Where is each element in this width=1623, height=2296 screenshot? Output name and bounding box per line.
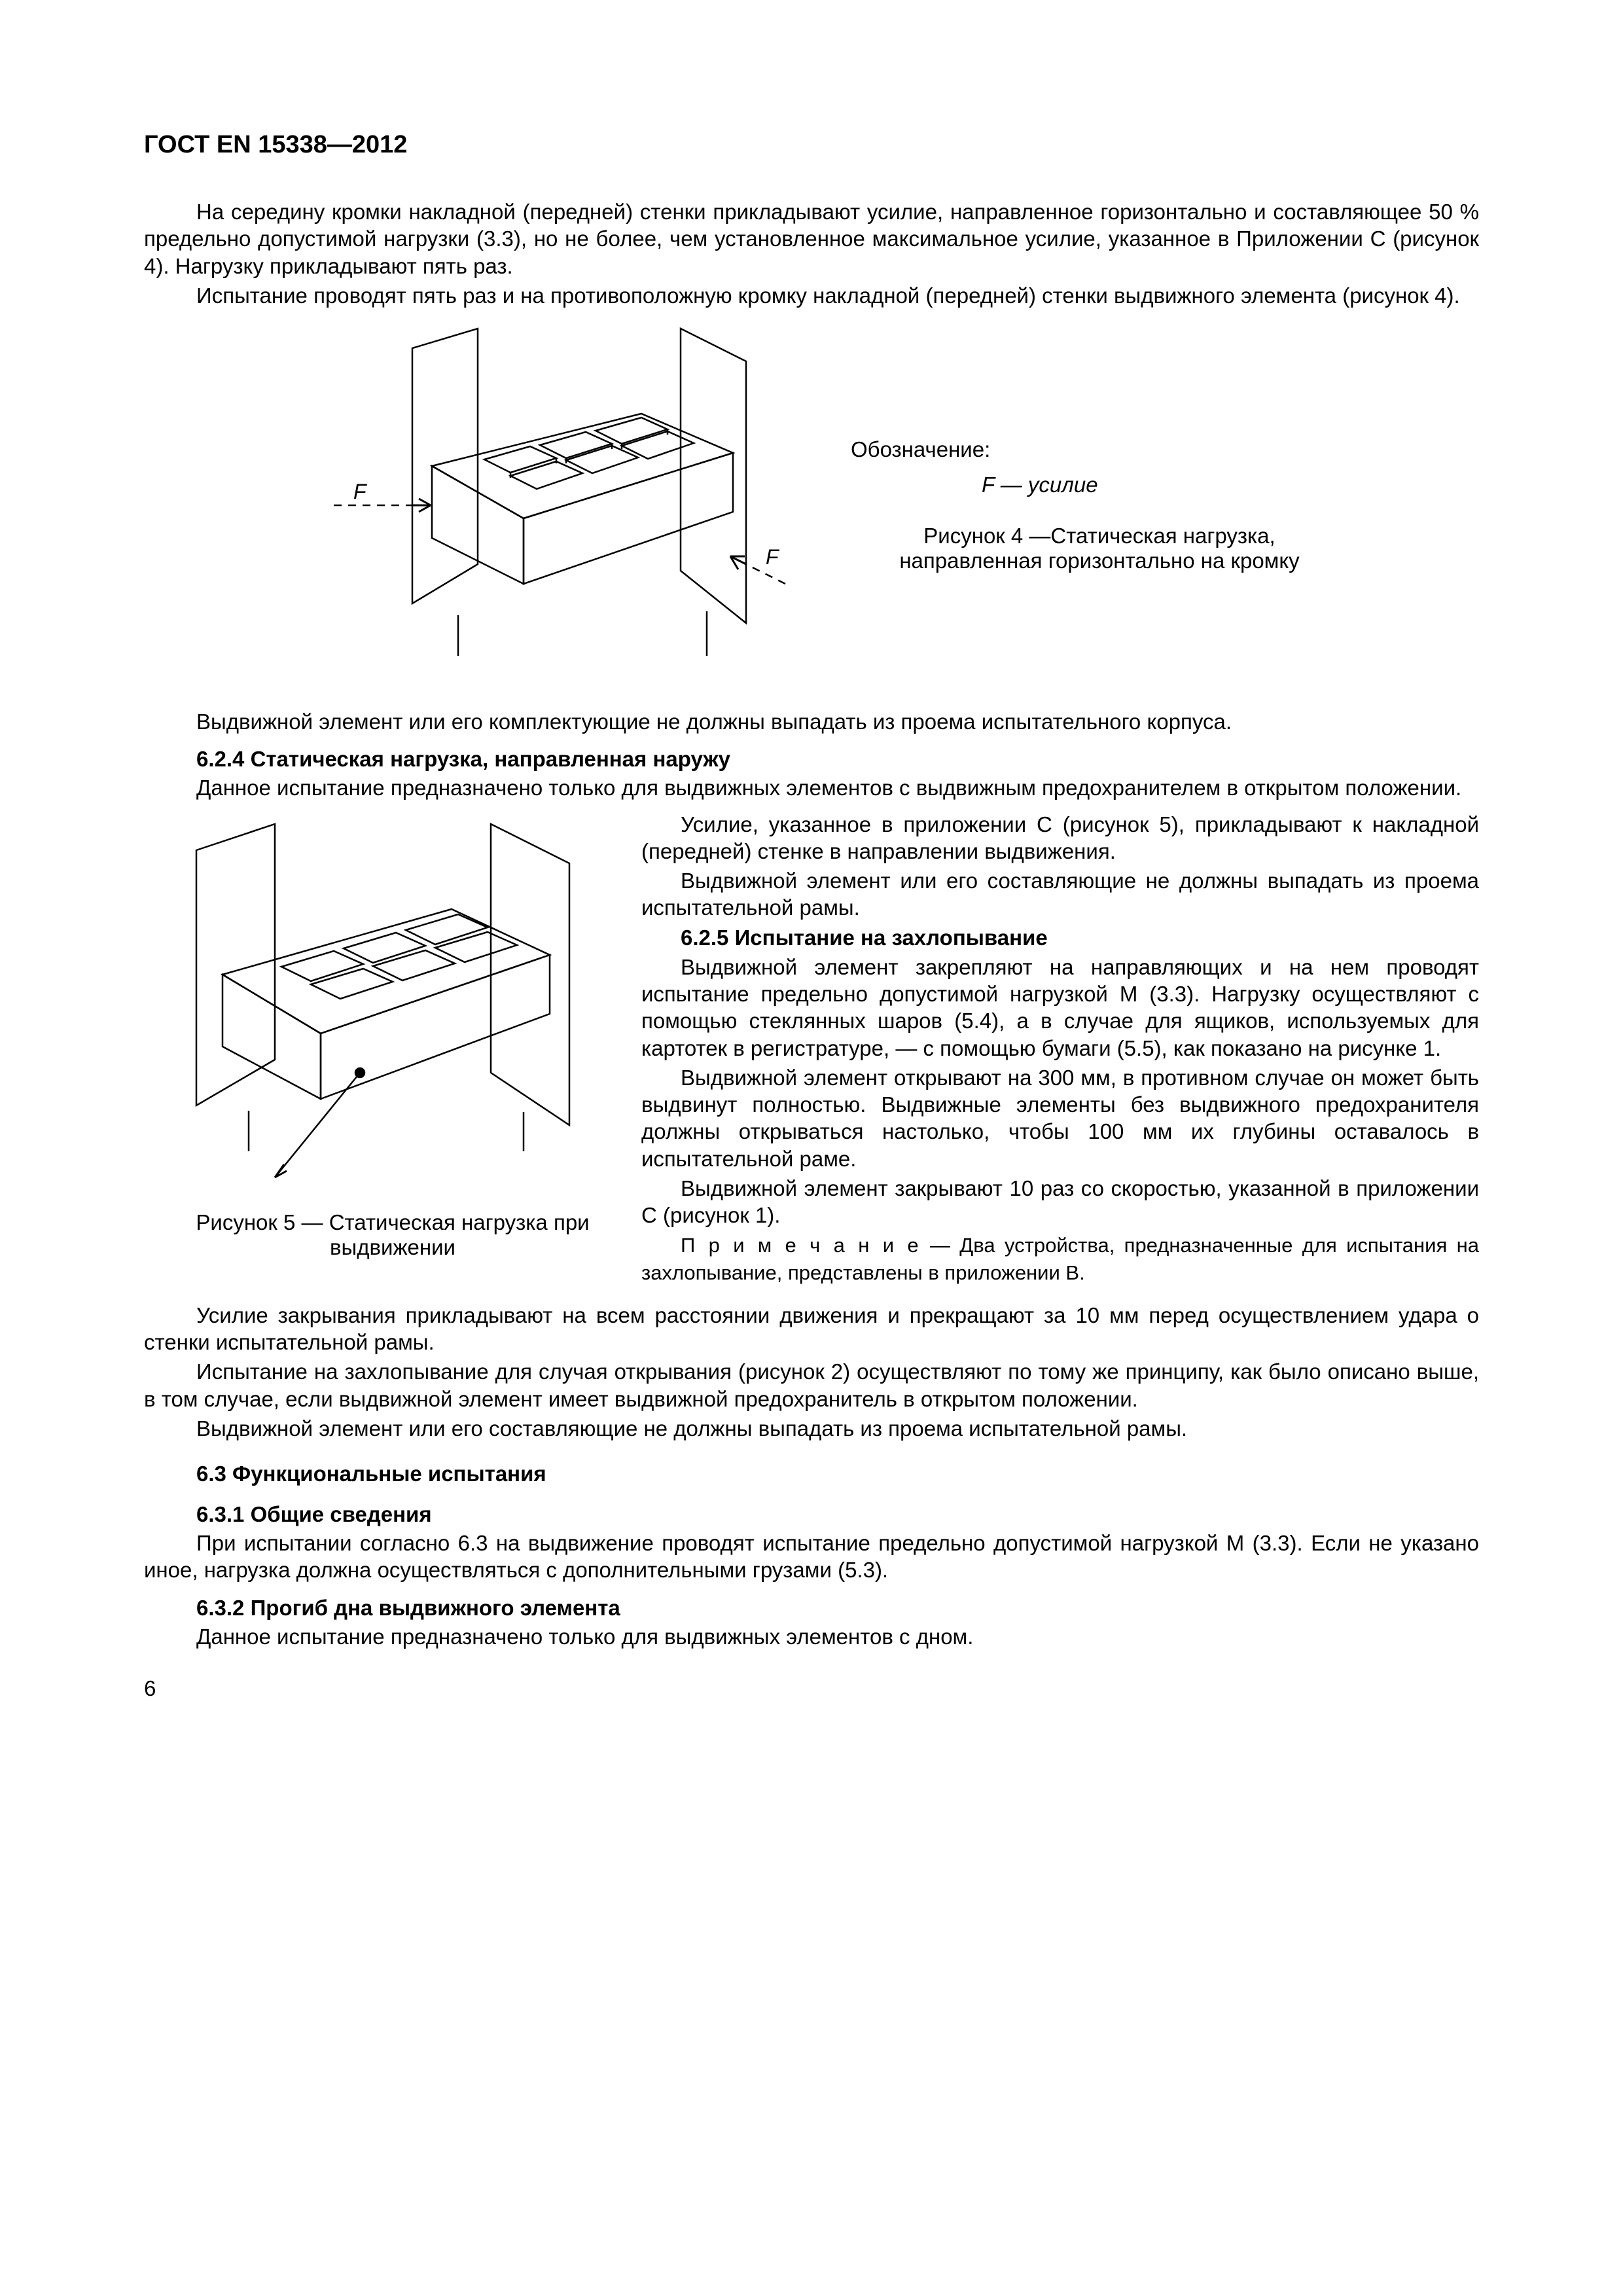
document-header: ГОСТ EN 15338—2012 — [144, 131, 1479, 159]
paragraph: Данное испытание предназначено только дл… — [144, 1623, 1479, 1650]
heading-6-2-4: 6.2.4 Статическая нагрузка, направленная… — [144, 747, 1479, 772]
paragraph: Данное испытание предназначено только дл… — [144, 774, 1479, 801]
paragraph: На середину кромки накладной (передней) … — [144, 198, 1479, 279]
page-container: ГОСТ EN 15338—2012 На середину кромки на… — [0, 0, 1623, 1780]
paragraph: При испытании согласно 6.3 на выдвижение… — [144, 1530, 1479, 1584]
page-number: 6 — [144, 1676, 1479, 1701]
paragraph: Выдвижной элемент закрывают 10 раз со ск… — [641, 1175, 1479, 1229]
heading-6-2-5: 6.2.5 Испытание на захлопывание — [641, 924, 1479, 951]
figure-5-text-column: Усилие, указанное в приложении C (рисуно… — [641, 811, 1479, 1289]
paragraph: Усилие закрывания прикладывают на всем р… — [144, 1302, 1479, 1356]
figure-4-drawing: F F — [314, 322, 812, 689]
figure-5-caption: Рисунок 5 — Статическая нагрузка при выд… — [144, 1210, 641, 1260]
force-label-right: F — [766, 545, 780, 569]
heading-6-3-2: 6.3.2 Прогиб дна выдвижного элемента — [144, 1596, 1479, 1621]
figure-4-caption: Рисунок 4 —Статическая нагрузка, направл… — [851, 524, 1348, 573]
paragraph: Испытание проводят пять раз и на противо… — [144, 282, 1479, 309]
paragraph: Испытание на захлопывание для случая отк… — [144, 1358, 1479, 1412]
heading-6-3: 6.3 Функциональные испытания — [144, 1462, 1479, 1486]
heading-6-3-1: 6.3.1 Общие сведения — [144, 1502, 1479, 1527]
paragraph: Выдвижной элемент или его составляющие н… — [144, 1415, 1479, 1442]
paragraph: Усилие, указанное в приложении C (рисуно… — [641, 811, 1479, 865]
legend-item: F — усилие — [982, 473, 1098, 497]
figure-4-legend: Обозначение: F — усилие Рисунок 4 —Стати… — [812, 437, 1348, 573]
paragraph: Выдвижной элемент закрепляют на направля… — [641, 954, 1479, 1062]
note-label: П р и м е ч а н и е — [681, 1234, 921, 1257]
force-label-left: F — [353, 480, 368, 503]
figure-5-left: Рисунок 5 — Статическая нагрузка при выд… — [144, 811, 641, 1260]
figure-5-drawing — [144, 811, 628, 1204]
legend-title: Обозначение: — [851, 437, 1348, 462]
note: П р и м е ч а н и е — Два устройства, пр… — [641, 1231, 1479, 1286]
paragraph: Выдвижной элемент или его комплектующие … — [144, 708, 1479, 735]
paragraph: Выдвижной элемент открывают на 300 мм, в… — [641, 1064, 1479, 1172]
figure-5-block: Рисунок 5 — Статическая нагрузка при выд… — [144, 811, 1479, 1289]
figure-4-block: F F Обозначение: F — усилие Рисунок 4 —С… — [144, 322, 1479, 689]
paragraph: Выдвижной элемент или его составляющие н… — [641, 867, 1479, 922]
